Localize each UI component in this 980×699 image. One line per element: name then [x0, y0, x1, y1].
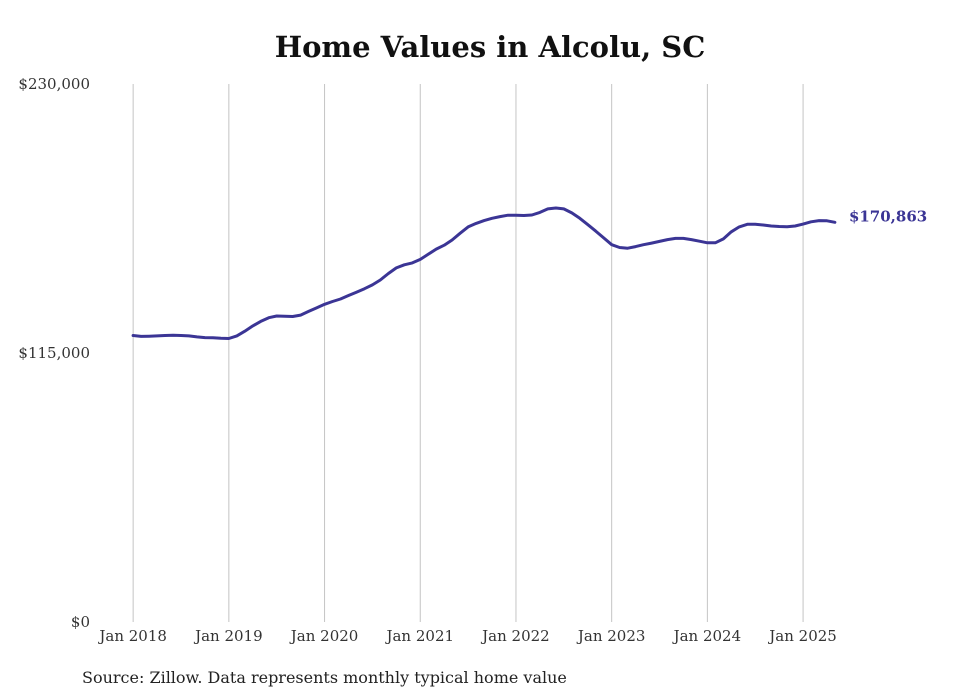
end-label-group: $170,863 — [849, 207, 927, 225]
x-axis-ticks: Jan 2018 Jan 2019 Jan 2020 Jan 2021 Jan 2022… — [97, 627, 837, 645]
x-tick-label: Jan 2019 — [193, 627, 263, 645]
y-tick-label: $0 — [71, 613, 90, 631]
y-tick-label: $230,000 — [18, 75, 90, 93]
series-group — [131, 206, 837, 340]
y-tick-label: $115,000 — [18, 344, 90, 362]
x-tick-label: Jan 2020 — [289, 627, 359, 645]
chart-title: Home Values in Alcolu, SC — [274, 30, 706, 64]
x-tick-label: Jan 2021 — [384, 627, 454, 645]
grid-lines — [132, 84, 804, 622]
x-tick-label: Jan 2018 — [97, 627, 167, 645]
x-tick-label: Jan 2023 — [576, 627, 646, 645]
x-tick-label: Jan 2024 — [672, 627, 742, 645]
x-tick-label: Jan 2025 — [767, 627, 837, 645]
series-line — [131, 206, 837, 340]
y-axis-ticks: $0 $115,000 $230,000 — [18, 75, 90, 631]
x-tick-label: Jan 2022 — [480, 627, 550, 645]
source-note: Source: Zillow. Data represents monthly … — [82, 668, 567, 687]
end-value-label: $170,863 — [849, 207, 927, 225]
